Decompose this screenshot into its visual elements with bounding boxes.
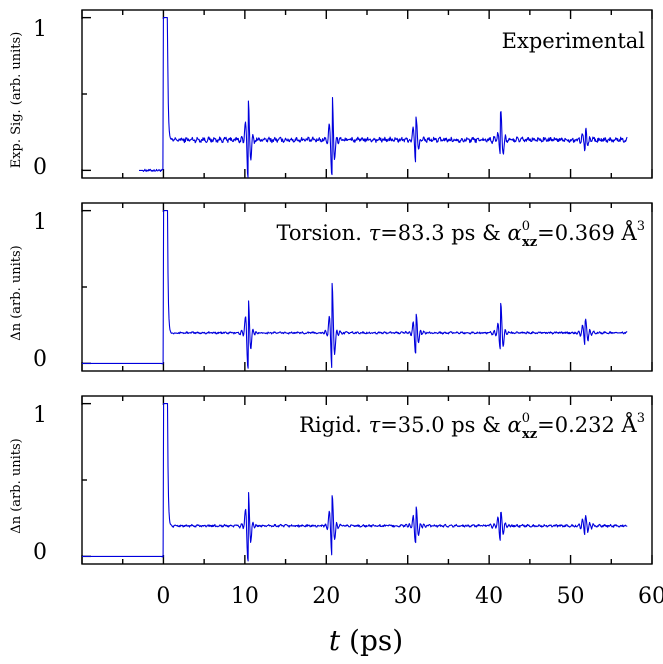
x-tick-label: 40 bbox=[475, 584, 503, 609]
amp-symbol: & bbox=[482, 221, 501, 245]
panel-rigid: 1 0 Δn (arb. units) Rigid. τ=35.0 ps & α… bbox=[9, 395, 653, 565]
alpha-unit-sup: 3 bbox=[637, 411, 645, 426]
alpha-symbol: α bbox=[508, 221, 522, 245]
y-tick-label-0: 0 bbox=[33, 155, 47, 180]
alpha-sub: xz bbox=[522, 235, 537, 250]
alpha-symbol: α bbox=[508, 413, 522, 437]
alpha-value: 0.232 Å bbox=[555, 412, 638, 437]
panel-torsion: 1 0 Δn (arb. units) Torsion. τ=83.3 ps &… bbox=[9, 202, 653, 372]
tau-value: 35.0 ps bbox=[398, 413, 476, 437]
y-tick-label-1: 1 bbox=[33, 403, 47, 428]
y-axis-label: Δn (arb. units) bbox=[9, 245, 24, 340]
series-line bbox=[81, 403, 628, 562]
x-tick-label: 30 bbox=[394, 584, 422, 609]
series-line bbox=[81, 210, 628, 369]
tau-symbol: τ bbox=[369, 221, 381, 245]
y-tick-label-1: 1 bbox=[33, 210, 47, 235]
panel-annotation: Experimental bbox=[502, 29, 646, 53]
y-tick-label-1: 1 bbox=[33, 17, 47, 42]
x-axis-label: t (ps) bbox=[329, 624, 403, 657]
series-line bbox=[138, 17, 628, 178]
panel-annotation: Torsion. τ=83.3 ps & α0 xz=0.369 Å3 bbox=[276, 219, 645, 250]
x-axis-unit: (ps) bbox=[349, 624, 403, 657]
y-ticks bbox=[82, 402, 91, 558]
tau-value: 83.3 ps bbox=[398, 221, 476, 245]
y-axis-label: Δn (arb. units) bbox=[9, 438, 24, 533]
y-tick-label-0: 0 bbox=[33, 540, 47, 565]
alpha-sub: xz bbox=[522, 427, 537, 442]
x-tick-label: 0 bbox=[156, 584, 170, 609]
x-tick-label: 50 bbox=[557, 584, 585, 609]
y-tick-label-0: 0 bbox=[33, 347, 47, 372]
annotation-prefix: Torsion. bbox=[276, 221, 361, 245]
alpha-unit-sup: 3 bbox=[637, 219, 645, 234]
alpha-sup: 0 bbox=[522, 411, 530, 426]
x-axis-symbol: t bbox=[329, 624, 341, 657]
tau-symbol: τ bbox=[369, 413, 381, 437]
x-tick-label: 10 bbox=[231, 584, 259, 609]
amp-symbol: & bbox=[482, 413, 501, 437]
alpha-sup: 0 bbox=[522, 219, 530, 234]
alpha-value: 0.369 Å bbox=[555, 220, 638, 245]
x-tick-label: 20 bbox=[312, 584, 340, 609]
panel-annotation: Rigid. τ=35.0 ps & α0 xz=0.232 Å3 bbox=[299, 411, 645, 442]
annotation-prefix: Rigid. bbox=[299, 413, 362, 437]
x-tick-labels: 0 10 20 30 40 50 60 bbox=[156, 584, 663, 609]
y-ticks bbox=[82, 209, 91, 365]
x-ticks bbox=[81, 203, 653, 371]
y-axis-label: Exp. Sig. (arb. units) bbox=[9, 32, 24, 169]
x-ticks bbox=[81, 10, 653, 178]
x-tick-label: 60 bbox=[638, 584, 663, 609]
y-ticks bbox=[82, 16, 91, 172]
panel-experimental: 1 0 Exp. Sig. (arb. units) Experimental bbox=[9, 9, 653, 180]
